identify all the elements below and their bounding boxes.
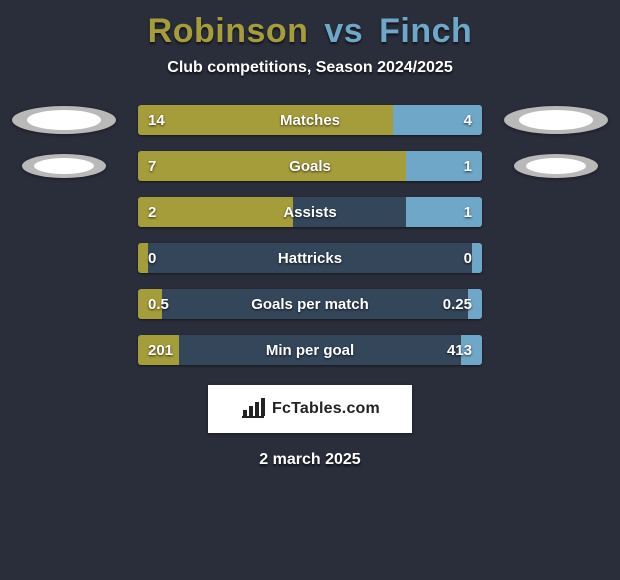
stat-row: 00Hattricks bbox=[0, 243, 620, 273]
stat-label: Goals bbox=[138, 151, 482, 181]
player2-avatar bbox=[504, 106, 608, 134]
title-vs: vs bbox=[324, 12, 363, 50]
player1-avatar bbox=[22, 154, 106, 178]
title-player2: Finch bbox=[379, 12, 472, 50]
stat-label: Min per goal bbox=[138, 335, 482, 365]
avatar-inner bbox=[34, 158, 94, 174]
stat-bar: 71Goals bbox=[138, 151, 482, 181]
stat-row: 201413Min per goal bbox=[0, 335, 620, 365]
avatar-inner bbox=[27, 110, 101, 130]
date-label: 2 march 2025 bbox=[259, 451, 360, 469]
brand-text: FcTables.com bbox=[272, 400, 380, 418]
comparison-card: Robinson vs Finch Club competitions, Sea… bbox=[0, 0, 620, 469]
stat-row: 0.50.25Goals per match bbox=[0, 289, 620, 319]
stat-label: Goals per match bbox=[138, 289, 482, 319]
stat-bar: 21Assists bbox=[138, 197, 482, 227]
stat-row: 71Goals bbox=[0, 151, 620, 181]
stat-rows: 144Matches 71Goals 21Assists 00Hattricks 0.5… bbox=[0, 105, 620, 365]
stat-bar: 0.50.25Goals per match bbox=[138, 289, 482, 319]
stat-label: Assists bbox=[138, 197, 482, 227]
avatar-inner bbox=[526, 158, 586, 174]
stat-bar: 00Hattricks bbox=[138, 243, 482, 273]
bar-chart-icon bbox=[240, 398, 266, 420]
player1-avatar-slot bbox=[8, 154, 120, 178]
player1-avatar bbox=[12, 106, 116, 134]
brand-badge[interactable]: FcTables.com bbox=[208, 385, 412, 433]
stat-row: 21Assists bbox=[0, 197, 620, 227]
title-player1: Robinson bbox=[148, 12, 309, 50]
stat-bar: 201413Min per goal bbox=[138, 335, 482, 365]
stat-label: Matches bbox=[138, 105, 482, 135]
title: Robinson vs Finch bbox=[148, 12, 473, 51]
avatar-inner bbox=[519, 110, 593, 130]
subtitle: Club competitions, Season 2024/2025 bbox=[167, 59, 452, 77]
player2-avatar bbox=[514, 154, 598, 178]
stat-label: Hattricks bbox=[138, 243, 482, 273]
player2-avatar-slot bbox=[500, 106, 612, 134]
player2-avatar-slot bbox=[500, 154, 612, 178]
player1-avatar-slot bbox=[8, 106, 120, 134]
stat-row: 144Matches bbox=[0, 105, 620, 135]
stat-bar: 144Matches bbox=[138, 105, 482, 135]
